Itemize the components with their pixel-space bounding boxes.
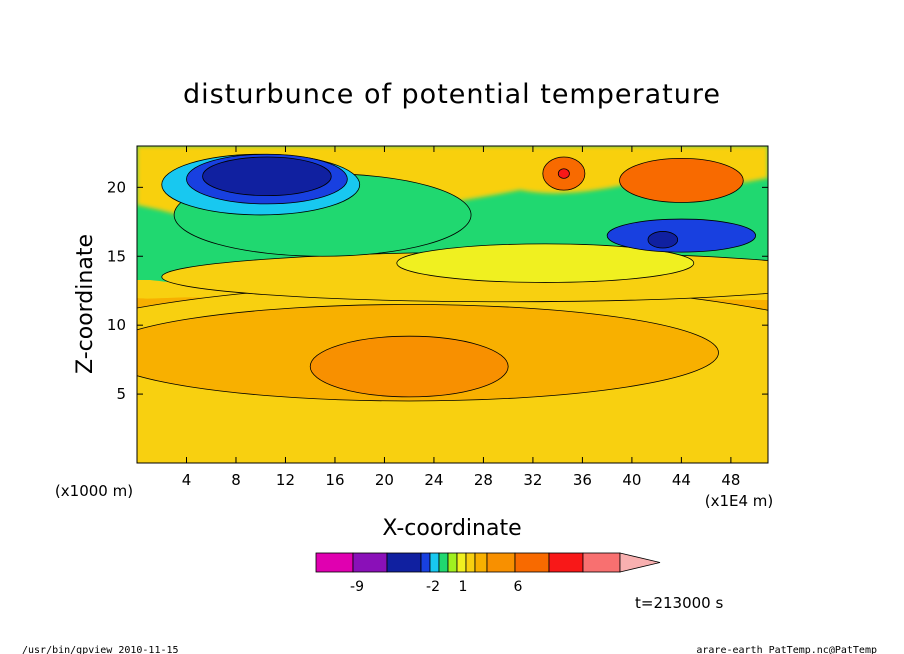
time-label: t=213000 s — [635, 594, 723, 612]
colorbar-label: 1 — [459, 579, 468, 595]
x-tick-label: 16 — [325, 471, 344, 489]
colorbar-swatch — [486, 552, 516, 573]
x-tick-label: 8 — [231, 471, 241, 489]
y-unit-label: (x1000 m) — [55, 482, 133, 500]
x-unit-label: (x1E4 m) — [705, 492, 774, 510]
x-tick-label: 28 — [474, 471, 493, 489]
y-tick-label: 5 — [116, 385, 126, 403]
colorbar-swatch — [352, 552, 388, 573]
x-tick-label: 40 — [622, 471, 641, 489]
y-axis-title: Z-coordinate — [73, 234, 98, 374]
colorbar-swatch — [386, 552, 422, 573]
y-axis-ticks: 5 10 15 20 — [107, 178, 768, 403]
colorbar-labels: -9 -2 1 6 — [350, 579, 523, 595]
colorbar-swatch — [456, 552, 467, 573]
x-tick-label: 48 — [721, 471, 740, 489]
contour-blobs — [137, 153, 768, 463]
colorbar-swatch — [548, 552, 584, 573]
x-axis-title: X-coordinate — [382, 516, 521, 541]
colorbar — [315, 552, 661, 573]
contour-region — [619, 158, 744, 203]
chart-title: disturbunce of potential temperature — [183, 79, 721, 110]
y-tick-label: 10 — [107, 316, 126, 334]
x-tick-label: 24 — [424, 471, 443, 489]
colorbar-swatch — [438, 552, 449, 573]
colorbar-swatch — [582, 552, 621, 573]
y-tick-label: 15 — [107, 247, 126, 265]
colorbar-label: -2 — [426, 579, 440, 595]
contour-region — [309, 335, 509, 398]
colorbar-swatch — [420, 552, 431, 573]
x-tick-label: 36 — [573, 471, 592, 489]
colorbar-swatch — [474, 552, 488, 573]
colorbar-arrow — [619, 552, 661, 573]
x-axis-ticks: 4 8 12 16 20 24 28 32 36 40 44 48 — [182, 146, 740, 489]
x-tick-label: 44 — [672, 471, 691, 489]
x-tick-label: 4 — [182, 471, 192, 489]
x-tick-label: 12 — [276, 471, 295, 489]
colorbar-swatch — [465, 552, 476, 573]
footer-left: /usr/bin/gpview 2010-11-15 — [22, 645, 179, 654]
y-tick-label: 20 — [107, 178, 126, 196]
contour-region — [202, 156, 332, 197]
x-tick-label: 32 — [523, 471, 542, 489]
contour-region — [647, 231, 679, 249]
footer-right: arare-earth_PatTemp.nc@PatTemp — [696, 645, 877, 654]
contour-region — [396, 243, 695, 283]
colorbar-label: 6 — [514, 579, 523, 595]
x-tick-label: 20 — [375, 471, 394, 489]
contour-region — [606, 218, 757, 253]
colorbar-label: -9 — [350, 579, 364, 595]
colorbar-swatch — [429, 552, 440, 573]
contour-region — [557, 168, 570, 179]
colorbar-swatch — [315, 552, 354, 573]
plot-frame — [136, 145, 769, 464]
colorbar-swatch — [447, 552, 458, 573]
colorbar-swatch — [514, 552, 550, 573]
